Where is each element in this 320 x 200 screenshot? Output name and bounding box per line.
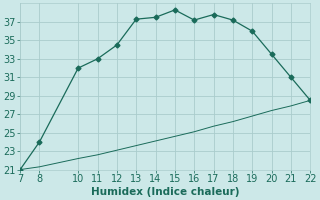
- X-axis label: Humidex (Indice chaleur): Humidex (Indice chaleur): [91, 187, 239, 197]
